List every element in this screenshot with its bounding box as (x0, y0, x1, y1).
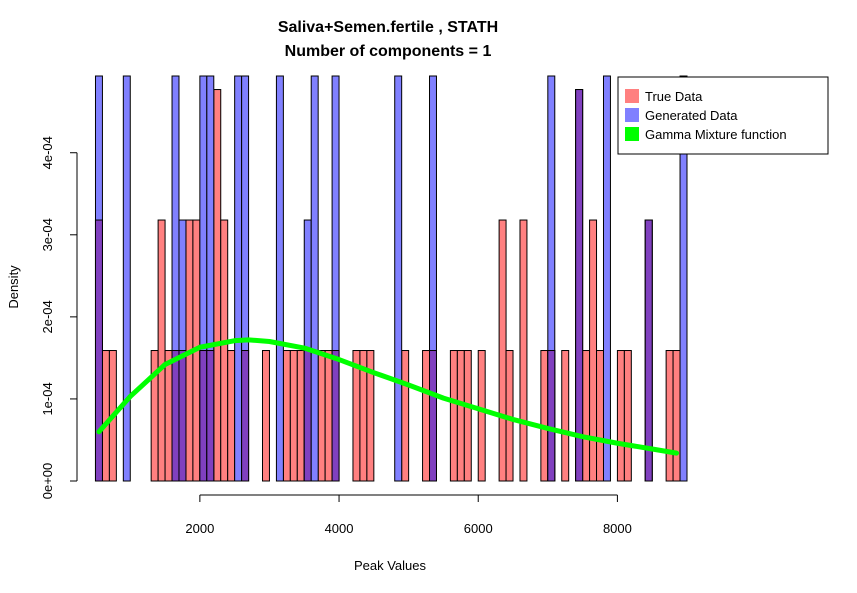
overlap-bar (429, 350, 437, 482)
true-data-bar (289, 350, 298, 482)
true-data-bar (477, 350, 486, 482)
legend-label-generated-data: Generated Data (645, 108, 738, 123)
y-axis: 0e+00 1e-04 2e-04 3e-04 4e-04 (40, 136, 78, 500)
true-data-bar (582, 350, 591, 482)
true-data-bar (227, 350, 236, 482)
overlap-bar (331, 350, 340, 482)
true-data-bar (665, 350, 674, 482)
x-tick-label: 8000 (603, 521, 632, 536)
overlap-bar (94, 219, 103, 482)
true-data-bar (366, 350, 375, 482)
gamma-curve-layer (96, 337, 680, 456)
true-data-bar (589, 219, 598, 482)
generated-data-bar (234, 75, 243, 482)
y-tick-label: 3e-04 (40, 218, 55, 251)
x-axis-label: Peak Values (354, 558, 427, 573)
overlap-bar (547, 350, 556, 482)
generated-data-bar (122, 75, 131, 482)
true-data-bar (352, 350, 361, 482)
y-tick-label: 0e+00 (40, 463, 55, 500)
overlap-bar (644, 219, 653, 482)
true-data-bar (296, 350, 305, 482)
true-data-bar (157, 219, 166, 482)
true-data-bar (282, 350, 291, 482)
true-data-bar (623, 350, 632, 482)
overlap-bar (206, 350, 215, 482)
overlap-bar (171, 350, 180, 482)
true-data-bar (422, 350, 431, 482)
true-data-bar (672, 350, 681, 482)
legend-swatch-gamma-mixture (625, 127, 639, 141)
y-tick-label: 4e-04 (40, 136, 55, 169)
gamma-mixture-curve (96, 337, 680, 456)
true-data-bar (317, 350, 326, 482)
overlap-bar (303, 350, 312, 482)
overlap-bar (241, 350, 250, 482)
true-data-bar (261, 350, 270, 482)
overlap-bar (178, 350, 187, 482)
x-tick-label: 6000 (464, 521, 493, 536)
true-data-bar (456, 350, 465, 482)
true-data-bar (463, 350, 472, 482)
histogram-bars (94, 75, 688, 482)
legend-box (617, 76, 829, 155)
legend-swatch-true-data (625, 89, 639, 103)
legend-label-true-data: True Data (645, 89, 703, 104)
true-data-bar (449, 350, 458, 482)
x-tick-label: 2000 (185, 521, 214, 536)
legend-swatch-generated-data (625, 108, 639, 122)
y-axis-label: Density (6, 265, 21, 309)
y-tick-label: 2e-04 (40, 300, 55, 333)
true-data-bar (596, 350, 604, 482)
legend: True Data Generated Data Gamma Mixture f… (617, 76, 829, 155)
true-data-bar (164, 350, 173, 482)
true-data-bar (324, 350, 333, 482)
true-data-bar (101, 350, 110, 482)
legend-label-gamma-mixture: Gamma Mixture function (645, 127, 787, 142)
overlap-bar (199, 350, 208, 482)
overlap-bar (575, 89, 584, 482)
y-tick-label: 1e-04 (40, 382, 55, 415)
true-data-bar (213, 89, 222, 482)
true-data-bar (220, 219, 229, 482)
generated-data-bar (602, 75, 611, 482)
generated-data-bar (310, 75, 319, 482)
true-data-bar (401, 350, 410, 482)
generated-data-bar (275, 75, 284, 482)
true-data-bar (561, 350, 570, 482)
x-axis: 2000 4000 6000 8000 (185, 494, 632, 536)
generated-data-bar (394, 75, 403, 482)
true-data-bar (498, 219, 507, 482)
true-data-bar (616, 350, 625, 482)
true-data-bar (540, 350, 549, 482)
chart-title: Saliva+Semen.fertile , STATH (278, 19, 498, 36)
true-data-bar (519, 219, 528, 482)
generated-data-bar (679, 75, 688, 482)
chart-subtitle: Number of components = 1 (285, 43, 492, 60)
x-tick-label: 4000 (325, 521, 354, 536)
